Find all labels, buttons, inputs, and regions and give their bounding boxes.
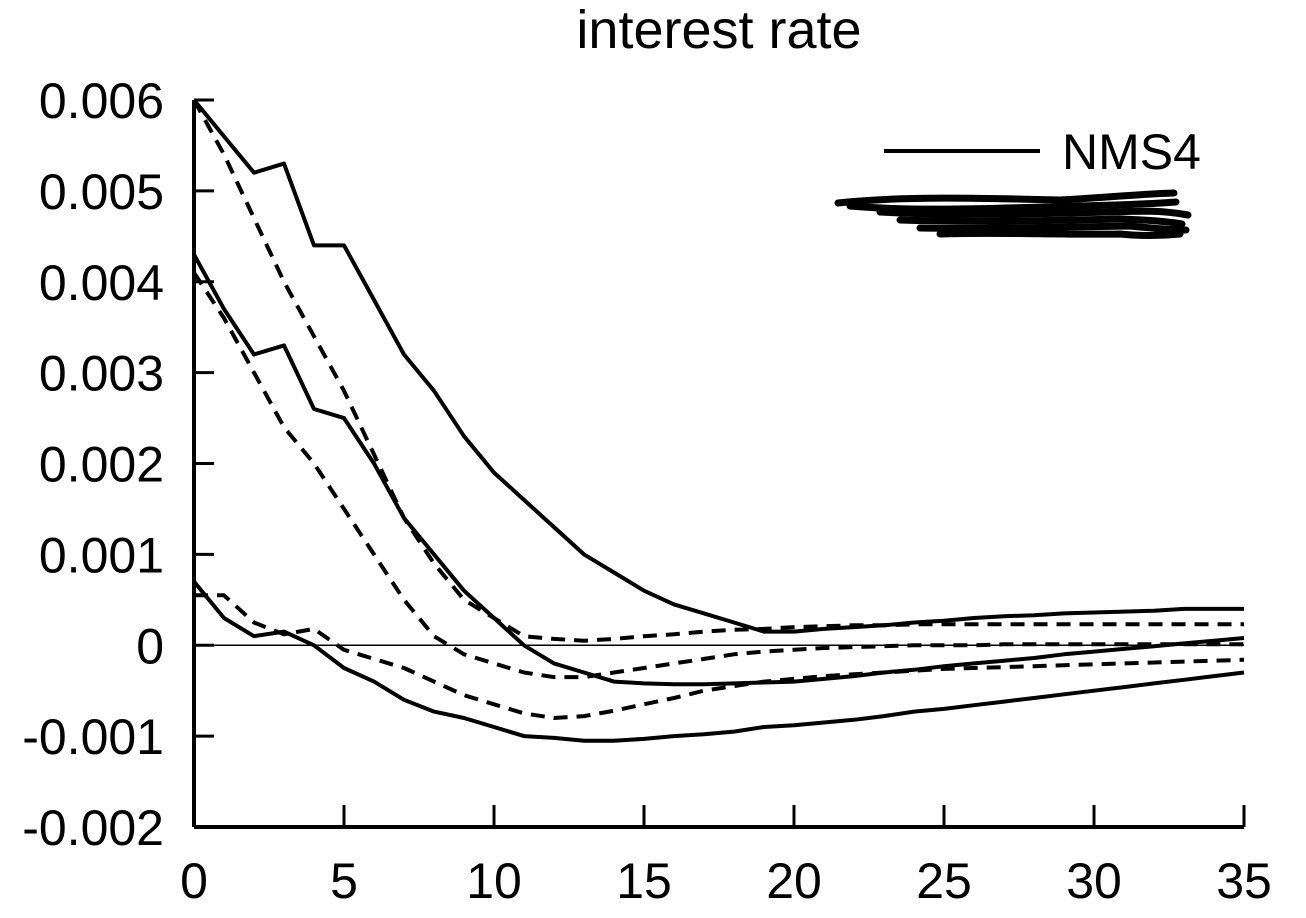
series-line-dashed-4 — [192, 99, 1244, 643]
x-tick-label: 15 — [616, 853, 672, 909]
legend-scribble — [834, 189, 1192, 239]
series-line-dashed-6 — [194, 593, 1245, 720]
y-tick-label: 0.001 — [39, 527, 164, 583]
y-tick-label: 0.003 — [39, 346, 164, 402]
x-tick-label: 35 — [1216, 853, 1272, 909]
legend: NMS4 — [834, 124, 1201, 239]
x-tick-label: 5 — [330, 853, 358, 909]
series-line-solid-2 — [192, 253, 1245, 687]
y-tick-label: 0.002 — [39, 437, 164, 493]
x-tick-label: 0 — [180, 853, 208, 909]
series-line-dashed-5 — [192, 271, 1244, 680]
x-tick-label: 20 — [766, 853, 822, 909]
y-tick-label: -0.002 — [22, 800, 164, 856]
series-line-solid-3 — [192, 580, 1245, 743]
legend-label-nms4: NMS4 — [1062, 124, 1201, 180]
series-line-solid-1 — [192, 98, 1244, 634]
y-tick-label: 0.005 — [39, 164, 164, 220]
x-tick-label: 30 — [1066, 853, 1122, 909]
x-tick-label: 25 — [916, 853, 972, 909]
y-tick-label: 0 — [136, 618, 164, 674]
chart-title: interest rate — [576, 0, 861, 60]
series-lines — [192, 98, 1245, 743]
axes: 0 5 10 15 20 25 30 35 -0.002 -0.001 0 0.001 0.002 0.0… — [22, 73, 1272, 909]
y-tick-label: 0.006 — [39, 73, 164, 129]
y-tick-label: 0.004 — [39, 255, 164, 311]
x-tick-label: 10 — [466, 853, 522, 909]
y-tick-label: -0.001 — [22, 709, 164, 765]
